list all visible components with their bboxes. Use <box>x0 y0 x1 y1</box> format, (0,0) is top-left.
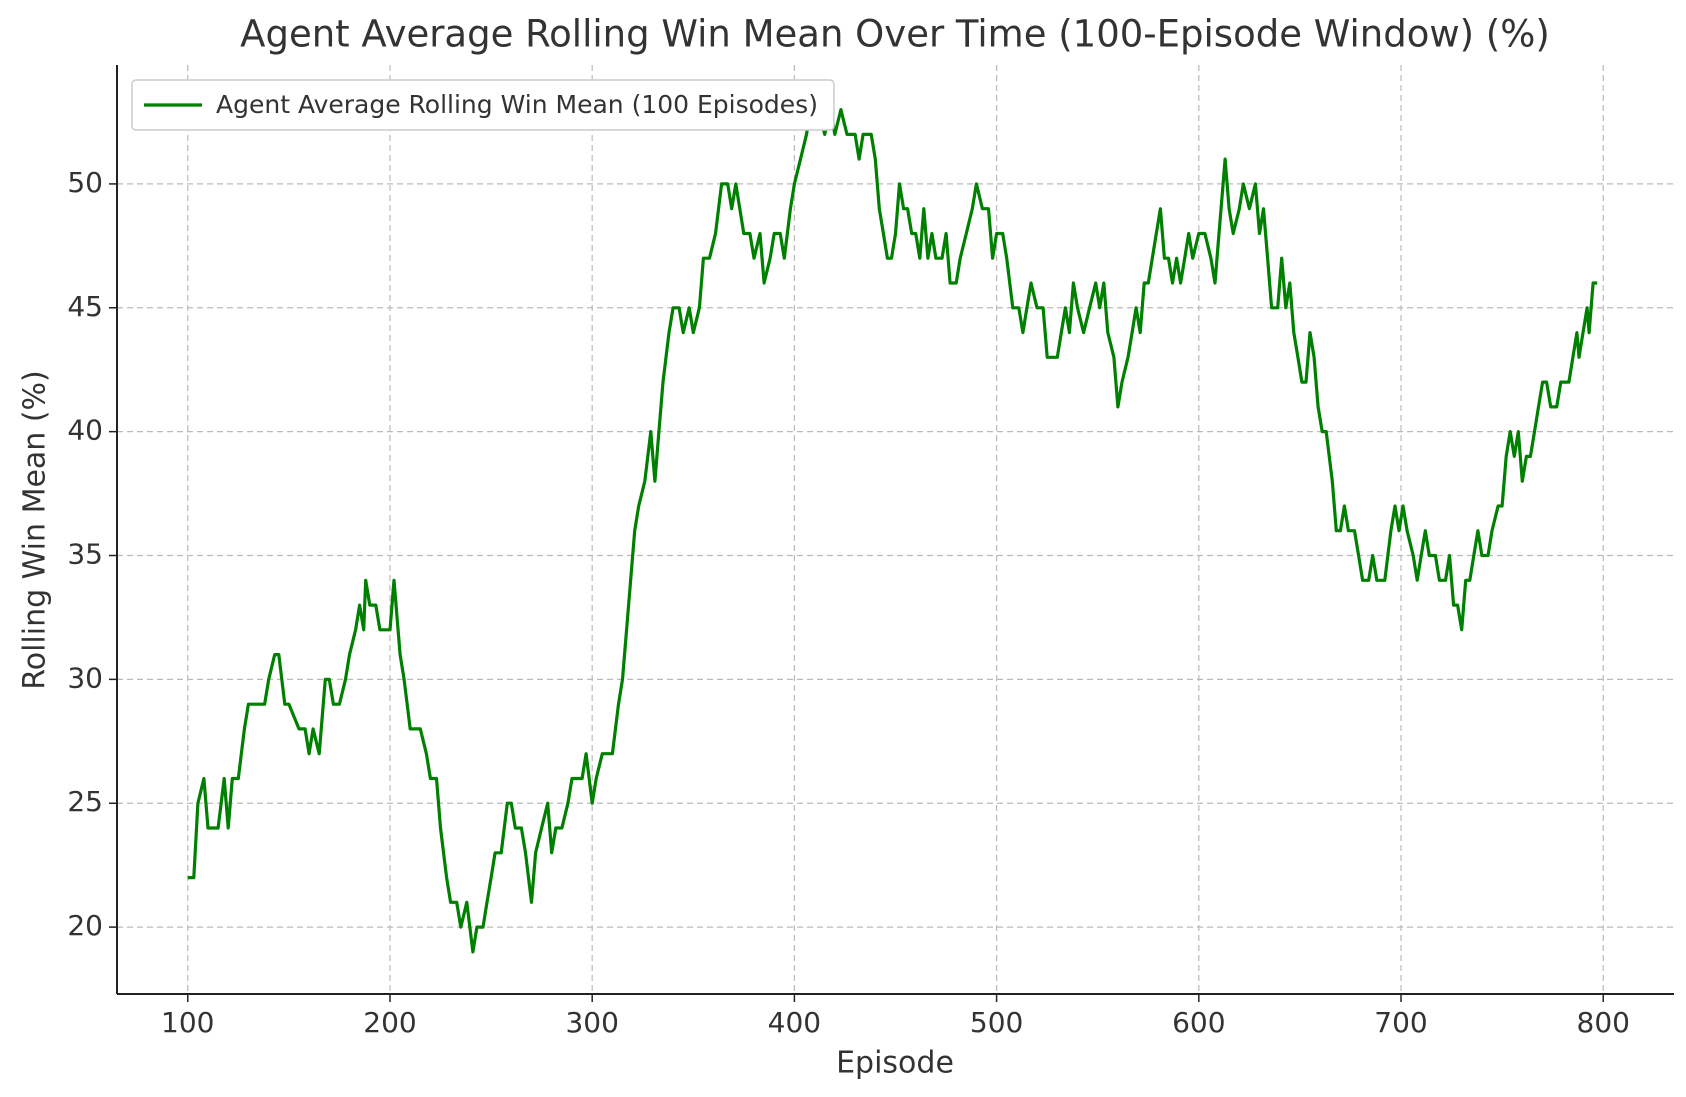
y-tick-label: 50 <box>67 166 103 199</box>
x-tick-label: 700 <box>1374 1006 1427 1039</box>
legend-box <box>131 79 835 131</box>
y-tick-label: 40 <box>67 414 103 447</box>
x-tick-label: 600 <box>1172 1006 1225 1039</box>
y-tick-label: 35 <box>67 538 103 571</box>
y-tick-label: 20 <box>67 909 103 942</box>
x-tick-label: 500 <box>970 1006 1023 1039</box>
x-axis-label: Episode <box>836 1046 954 1081</box>
x-tick-label: 200 <box>363 1006 416 1039</box>
y-tick-label: 30 <box>67 661 103 694</box>
data-line <box>187 108 1598 954</box>
x-tick-label: 400 <box>768 1006 821 1039</box>
y-tick-label: 25 <box>67 785 103 818</box>
chart-title: Agent Average Rolling Win Mean Over Time… <box>240 13 1550 56</box>
x-tick-label: 800 <box>1577 1006 1630 1039</box>
x-tick-label: 100 <box>161 1006 214 1039</box>
x-tick-label: 300 <box>565 1006 618 1039</box>
y-axis-label: Rolling Win Mean (%) <box>18 370 53 690</box>
y-tick-label: 45 <box>67 290 103 323</box>
legend-label: Agent Average Rolling Win Mean (100 Epis… <box>216 90 818 119</box>
